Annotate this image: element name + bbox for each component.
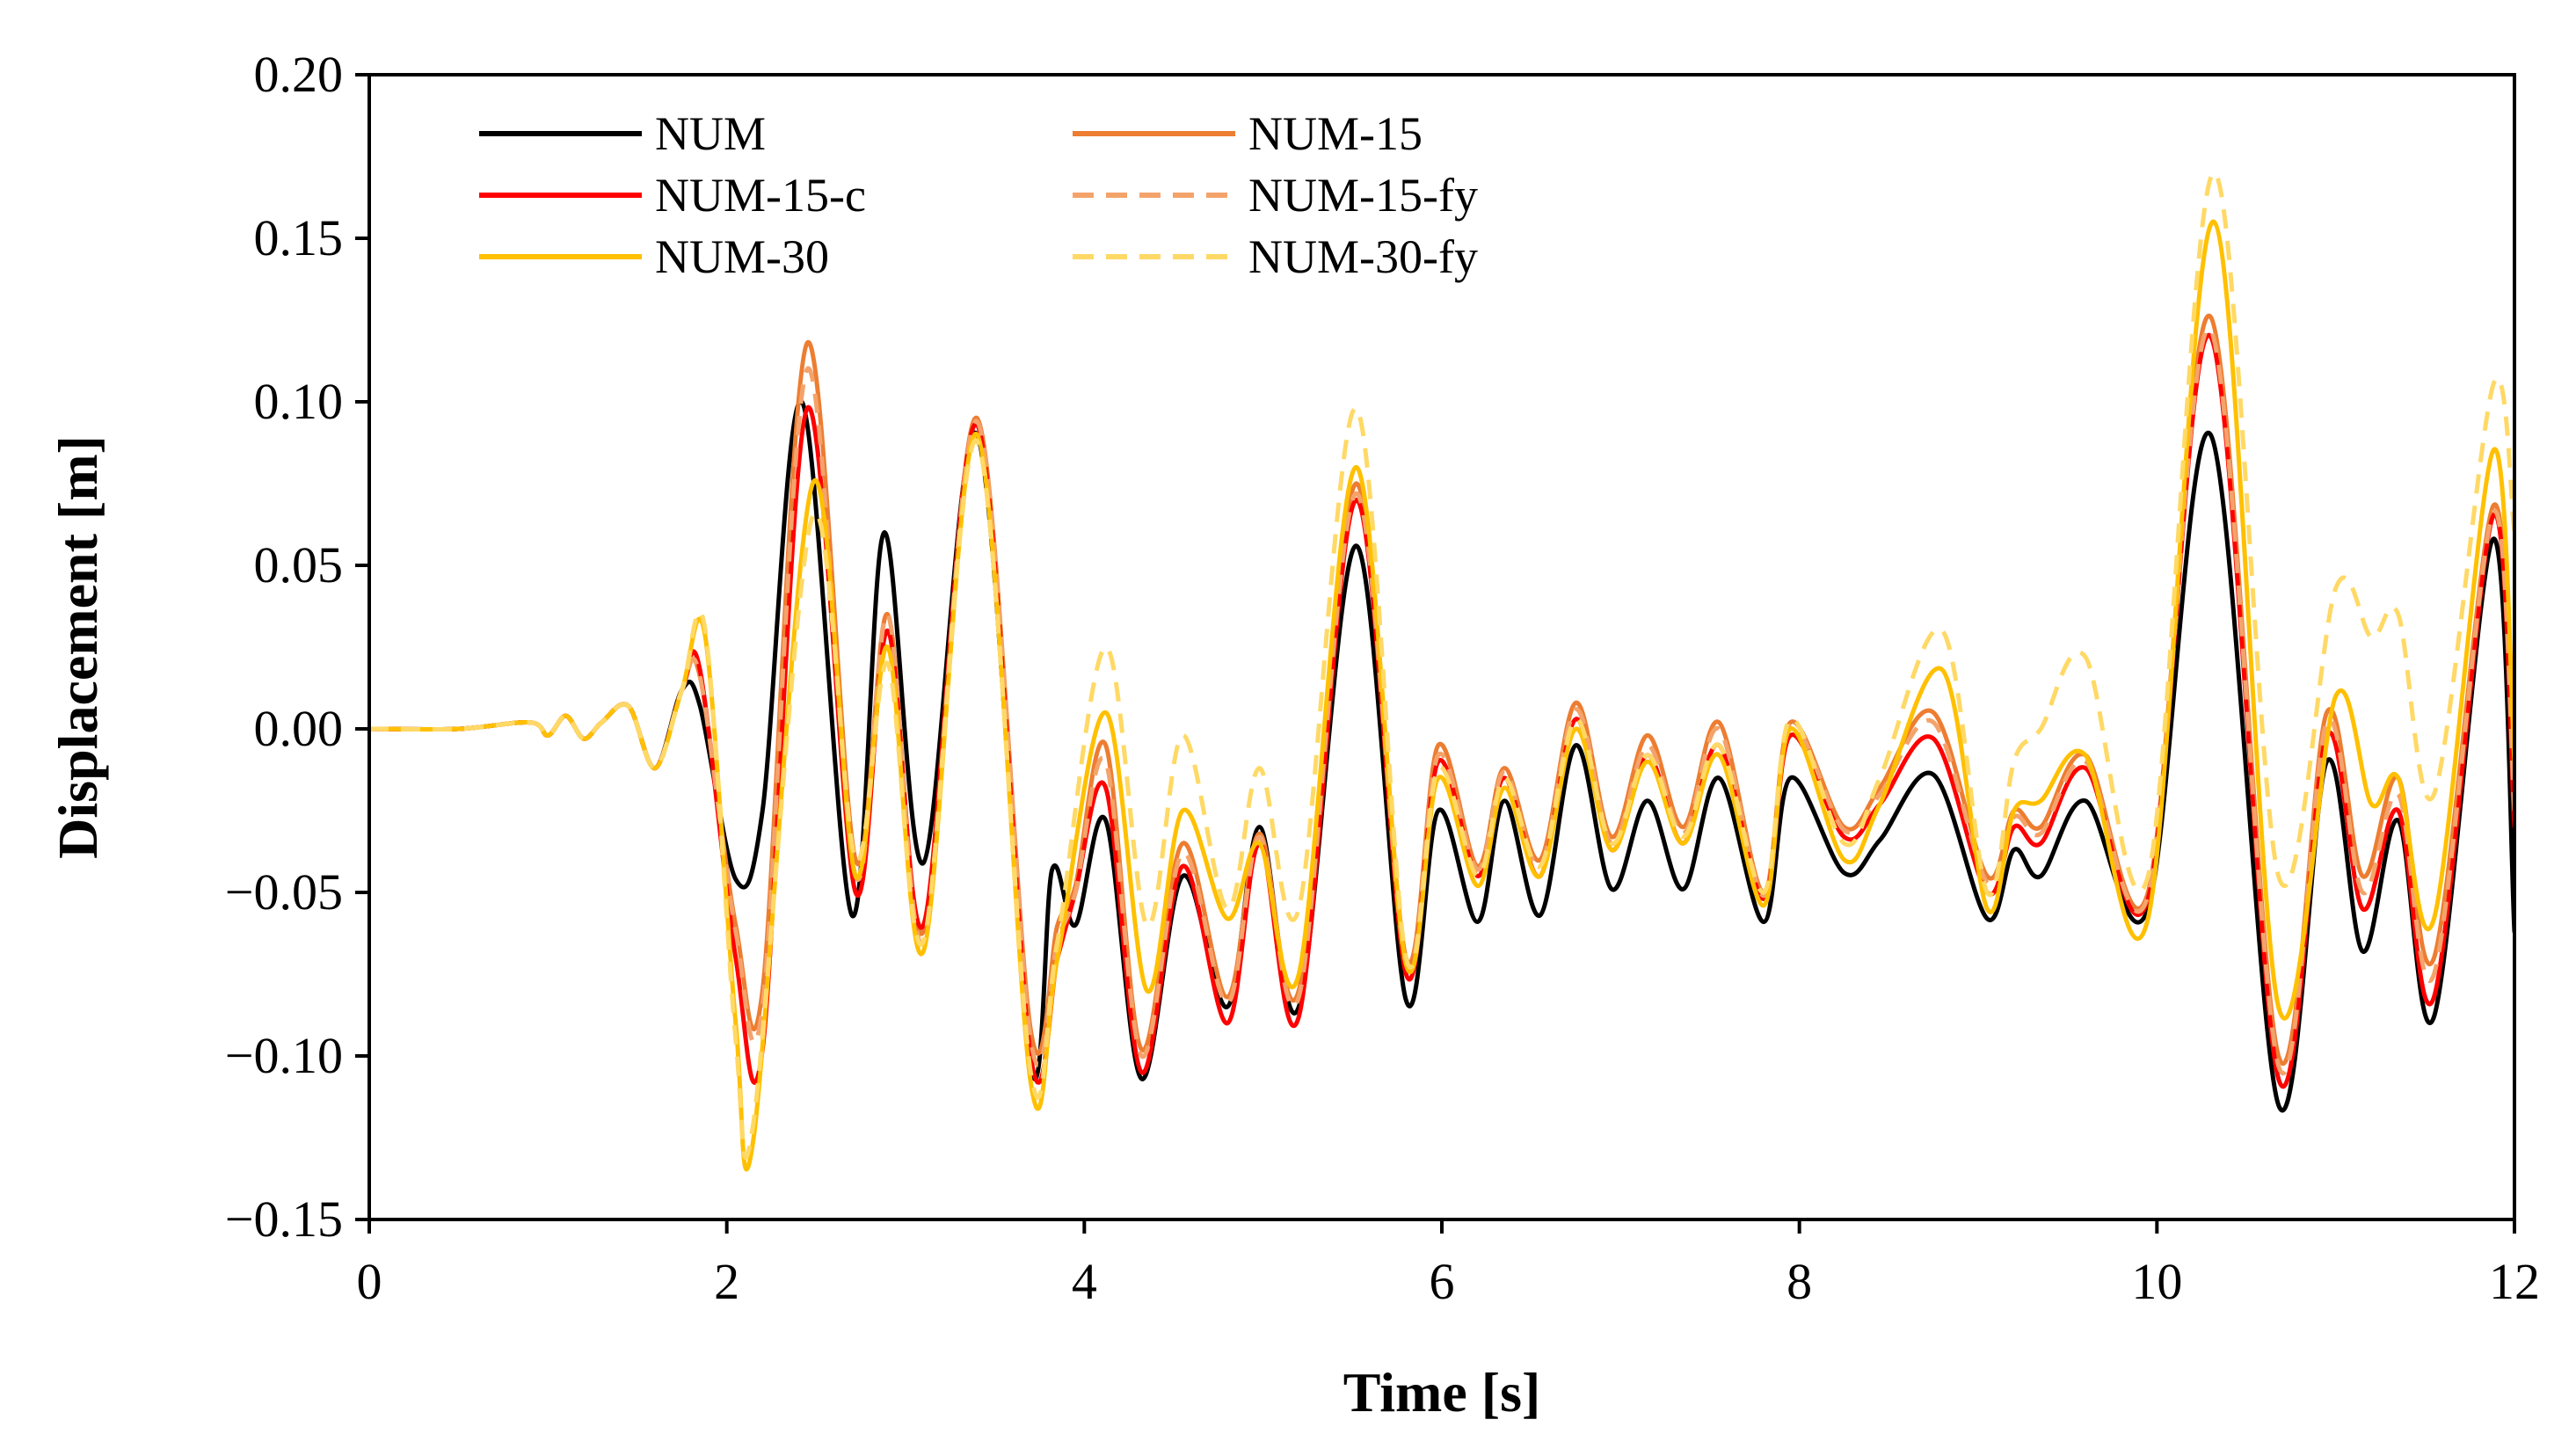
x-tick-label: 4	[1072, 1253, 1097, 1310]
x-tick-label: 10	[2131, 1253, 2182, 1310]
y-tick-label: 0.00	[254, 700, 344, 757]
x-tick-label: 6	[1430, 1253, 1455, 1310]
y-tick-label: −0.05	[225, 863, 343, 921]
legend: NUM NUM-15 NUM-15-c NUM-15-fy NUM-30 NUM-30-f…	[479, 107, 1478, 283]
y-axis-ticks: −0.15 −0.10 −0.05 0.00 0.05 0.10 0.15 0.20	[225, 46, 369, 1248]
x-axis-ticks: 0 2 4 6 8 10 12	[357, 1219, 2540, 1310]
x-tick-label: 12	[2489, 1253, 2540, 1310]
series-line-num-30-fy	[369, 171, 2514, 1161]
legend-label-num-30: NUM-30	[655, 230, 829, 283]
x-tick-label: 2	[714, 1253, 739, 1310]
y-tick-label: 0.15	[254, 209, 344, 266]
y-axis-title: Displacement [m]	[47, 435, 109, 859]
legend-label-num-15: NUM-15	[1248, 107, 1423, 160]
y-tick-label: 0.05	[254, 536, 344, 593]
series-line-num-30	[369, 219, 2514, 1172]
series-line-num-15-c	[369, 332, 2514, 1089]
legend-label-num-15-c: NUM-15-c	[655, 169, 866, 222]
x-tick-label: 0	[357, 1253, 382, 1310]
y-tick-label: 0.20	[254, 46, 344, 103]
x-tick-label: 8	[1786, 1253, 1812, 1310]
legend-label-num: NUM	[655, 107, 766, 160]
legend-label-num-30-fy: NUM-30-fy	[1248, 230, 1478, 283]
y-tick-label: −0.10	[225, 1027, 343, 1084]
y-tick-label: −0.15	[225, 1190, 343, 1248]
y-tick-label: 0.10	[254, 373, 344, 430]
legend-label-num-15-fy: NUM-15-fy	[1248, 169, 1478, 222]
series-layer	[369, 171, 2514, 1172]
x-axis-title: Time [s]	[1343, 1361, 1541, 1423]
